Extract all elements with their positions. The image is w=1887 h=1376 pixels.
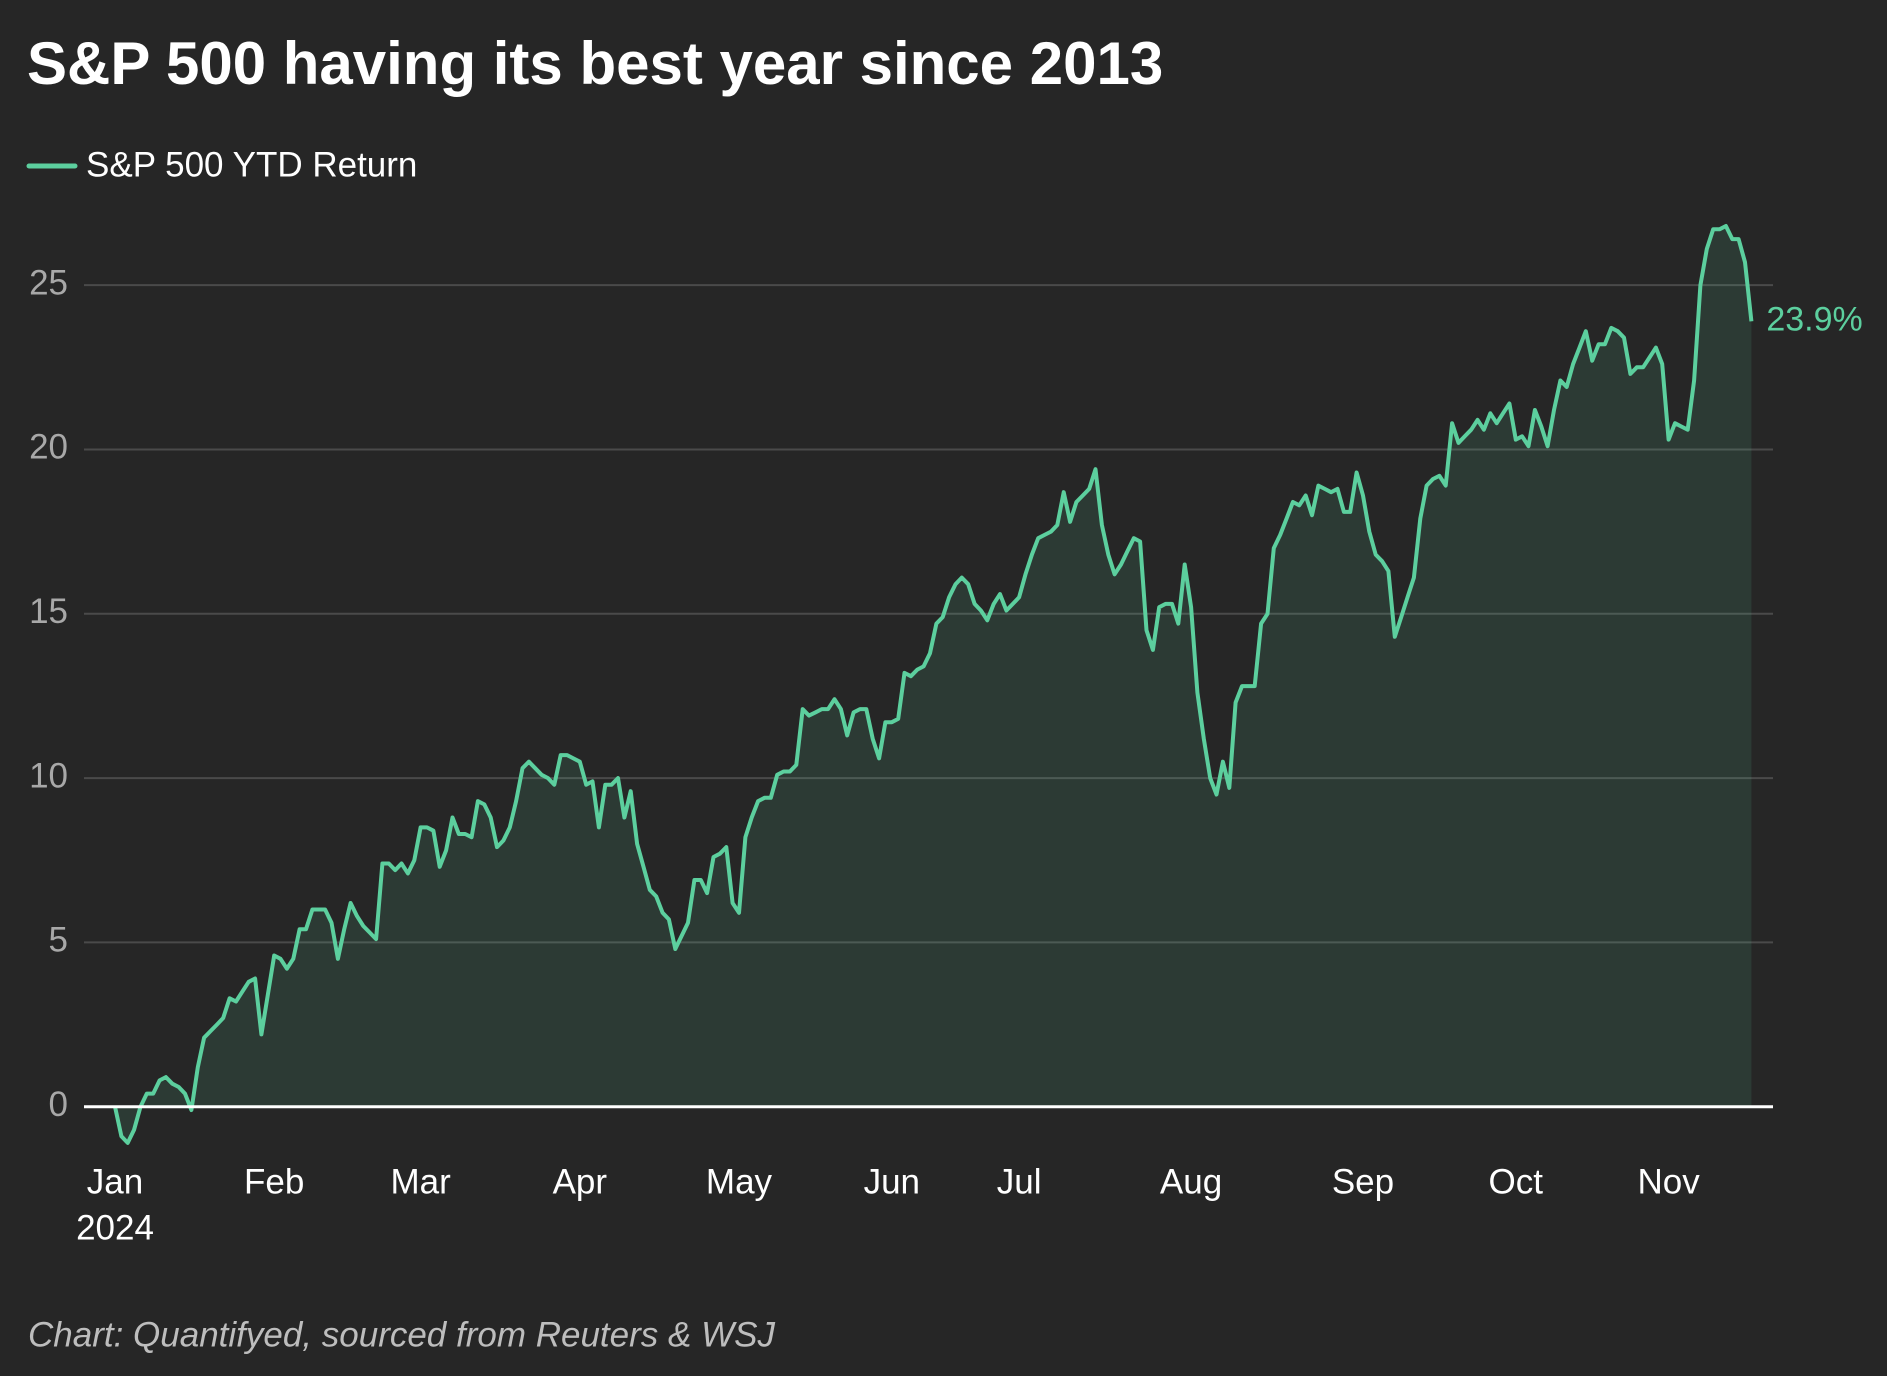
end-value-label: 23.9% bbox=[1766, 300, 1862, 338]
line bbox=[113, 224, 1754, 1145]
x-tick-label: Apr bbox=[553, 1162, 608, 1201]
x-tick-label: Mar bbox=[390, 1162, 451, 1201]
area bbox=[115, 226, 1752, 1143]
x-tick-label: Jun bbox=[864, 1162, 920, 1201]
x-tick-label: Aug bbox=[1160, 1162, 1222, 1201]
x-tick-label: Jan bbox=[87, 1162, 143, 1201]
x-tick-label: Sep bbox=[1332, 1162, 1394, 1201]
legend-label: S&P 500 YTD Return bbox=[86, 145, 417, 184]
y-tick-label: 25 bbox=[29, 263, 68, 302]
y-tick-label: 0 bbox=[49, 1085, 68, 1124]
x-tick-label: Oct bbox=[1489, 1162, 1544, 1201]
chart-title: S&P 500 having its best year since 2013 bbox=[27, 30, 1163, 97]
y-tick-label: 5 bbox=[49, 921, 68, 960]
x-tick-label: Nov bbox=[1637, 1162, 1700, 1201]
x-tick-label: May bbox=[706, 1162, 773, 1201]
y-tick-label: 10 bbox=[29, 756, 68, 795]
x-tick-label: Feb bbox=[244, 1162, 304, 1201]
x-year-label: 2024 bbox=[76, 1208, 154, 1247]
x-tick-label: Jul bbox=[997, 1162, 1042, 1201]
y-tick-label: 20 bbox=[29, 428, 68, 467]
y-tick-label: 15 bbox=[29, 592, 68, 631]
source-note: Chart: Quantifyed, sourced from Reuters … bbox=[28, 1315, 775, 1354]
